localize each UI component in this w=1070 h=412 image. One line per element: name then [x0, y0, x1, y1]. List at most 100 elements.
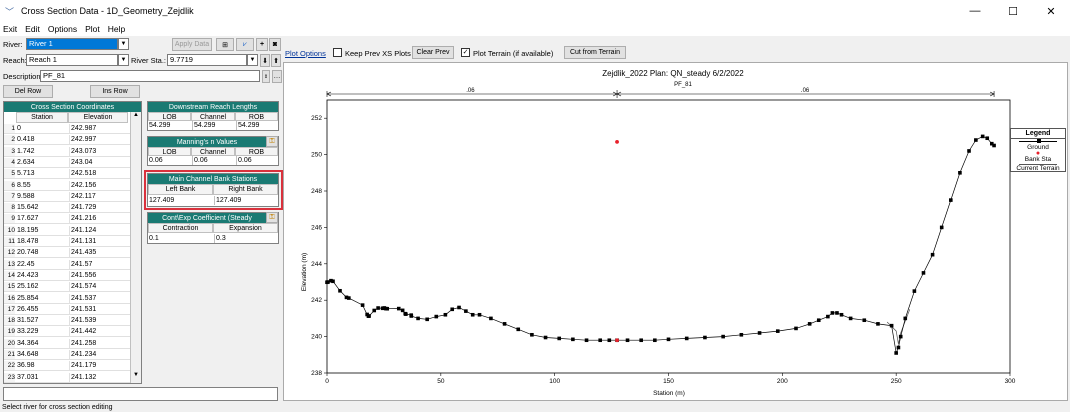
x-tick-label: 50 [437, 378, 445, 385]
description-more-button[interactable]: … [272, 70, 282, 83]
elevation-cell[interactable]: 241.435 [69, 248, 127, 258]
station-cell[interactable]: 22.45 [17, 260, 35, 268]
station-cell[interactable]: 18.478 [17, 238, 39, 245]
river-view-icon[interactable]: ⩗ [236, 38, 254, 51]
next-station-down-icon[interactable]: ⬇ [260, 54, 270, 67]
station-cell[interactable]: 9.588 [17, 192, 35, 200]
ground-point [457, 305, 461, 310]
elevation-cell[interactable]: 241.258 [69, 338, 127, 348]
clear-prev-button[interactable]: Clear Prev [412, 46, 454, 59]
station-cell[interactable]: 15.642 [17, 204, 39, 212]
reach-channel-input[interactable]: 54.299 [192, 121, 234, 130]
elevation-cell[interactable]: 242.997 [69, 135, 127, 145]
elevation-cell[interactable]: 241.574 [69, 282, 127, 292]
station-cell[interactable]: 26.455 [17, 305, 39, 313]
menu-options[interactable]: Options [47, 24, 78, 34]
station-cell[interactable]: 1.742 [17, 147, 35, 155]
elevation-cell[interactable]: 243.04 [69, 157, 127, 167]
plot-options-link[interactable]: Plot Options [285, 49, 326, 58]
station-cell[interactable]: 24.423 [17, 271, 39, 279]
river-sta-select[interactable]: 9.7719 [167, 54, 247, 66]
next-station-up-icon[interactable]: ⬆ [271, 54, 281, 67]
description-input[interactable]: PF_81 [40, 70, 260, 82]
menu-plot[interactable]: Plot [85, 24, 100, 34]
station-cell[interactable]: 0.418 [17, 136, 35, 144]
expansion-input[interactable]: 0.3 [214, 234, 277, 243]
station-cell[interactable]: 18.195 [17, 226, 39, 234]
keep-prev-checkbox[interactable] [333, 48, 342, 57]
camera-icon[interactable]: ◙ [269, 38, 281, 51]
menu-exit[interactable]: Exit [3, 24, 18, 34]
station-cell[interactable]: 5.713 [17, 170, 35, 178]
close-button[interactable]: ✕ [1046, 5, 1056, 18]
elevation-cell[interactable]: 241.442 [69, 327, 127, 337]
station-cell[interactable]: 31.527 [17, 317, 39, 325]
station-cell[interactable]: 34.648 [17, 351, 39, 358]
elevation-cell[interactable]: 242.117 [69, 191, 127, 201]
elevation-cell[interactable]: 241.556 [69, 270, 127, 280]
ins-row-button[interactable]: Ins Row [90, 85, 140, 98]
reach-select[interactable]: Reach 1 [26, 54, 118, 66]
right-bank-input[interactable]: 127.409 [214, 196, 277, 205]
description-spin-icon[interactable]: ⇕ [262, 70, 270, 83]
river-select[interactable]: River 1 [26, 38, 118, 50]
station-cell[interactable]: 34.364 [17, 339, 39, 347]
menu-help[interactable]: Help [107, 24, 126, 34]
station-cell[interactable]: 33.229 [17, 328, 39, 336]
ground-point [826, 314, 830, 319]
elevation-cell[interactable]: 241.132 [69, 372, 127, 382]
mannings-lob-input[interactable]: 0.06 [149, 157, 163, 164]
elevation-cell[interactable]: 241.216 [69, 214, 127, 224]
station-cell[interactable]: 0 [17, 125, 21, 132]
station-cell[interactable]: 37.031 [17, 373, 39, 381]
scroll-up-icon[interactable]: ▲ [133, 112, 139, 118]
maximize-button[interactable]: ☐ [1008, 5, 1018, 18]
river-dropdown-icon[interactable]: ▼ [118, 38, 129, 50]
elevation-cell[interactable]: 241.234 [69, 350, 127, 359]
contraction-input[interactable]: 0.1 [149, 235, 159, 242]
menu-edit[interactable]: Edit [25, 24, 40, 34]
coordinates-scrollbar[interactable]: ▲ ▼ [130, 112, 141, 383]
reach-lob-input[interactable]: 54.299 [149, 122, 171, 129]
station-cell[interactable]: 2.634 [17, 158, 35, 166]
elevation-cell[interactable]: 242.518 [69, 169, 127, 179]
plot-terrain-checkbox[interactable]: ✓ [461, 48, 470, 57]
station-cell[interactable]: 17.627 [17, 215, 39, 223]
row-index: 7 [4, 191, 15, 201]
add-icon[interactable]: + [256, 38, 268, 51]
minimize-button[interactable]: — [969, 5, 981, 17]
station-cell[interactable]: 8.55 [17, 181, 31, 189]
station-cell[interactable]: 25.162 [17, 283, 39, 291]
station-cell[interactable]: 36.98 [17, 362, 35, 370]
cut-from-terrain-button[interactable]: Cut from Terrain [564, 46, 626, 59]
elevation-cell[interactable]: 241.729 [69, 203, 127, 213]
elevation-cell[interactable]: 241.131 [69, 237, 127, 246]
reach-rob-input[interactable]: 54.299 [236, 121, 278, 130]
elevation-cell[interactable]: 243.073 [69, 146, 127, 156]
table-row: 8 15.642 241.729 [4, 202, 130, 214]
left-bank-input[interactable]: 127.409 [149, 197, 175, 204]
reach-dropdown-icon[interactable]: ▼ [118, 54, 129, 66]
river-sta-dropdown-icon[interactable]: ▼ [247, 54, 258, 66]
cont-exp-options-icon[interactable]: ⚿ [266, 212, 278, 223]
ground-point [338, 288, 342, 293]
elevation-cell[interactable]: 242.156 [69, 180, 127, 190]
elevation-cell[interactable]: 242.987 [69, 124, 127, 133]
elevation-cell[interactable]: 241.539 [69, 316, 127, 326]
station-cell[interactable]: 20.748 [17, 249, 39, 257]
elevation-cell[interactable]: 241.531 [69, 304, 127, 314]
reach-view-icon[interactable]: ⊞ [216, 38, 234, 51]
mannings-rob-input[interactable]: 0.06 [236, 156, 278, 165]
scroll-down-icon[interactable]: ▼ [133, 372, 139, 378]
del-row-button[interactable]: Del Row [3, 85, 53, 98]
mannings-channel-input[interactable]: 0.06 [192, 156, 234, 165]
row-index: 18 [4, 316, 15, 326]
station-cell[interactable]: 25.854 [17, 294, 39, 302]
apply-data-button[interactable]: Apply Data [172, 38, 212, 51]
elevation-cell[interactable]: 241.179 [69, 361, 127, 371]
table-row: 15 25.162 241.574 [4, 281, 130, 293]
mannings-options-icon[interactable]: ⚿ [266, 136, 278, 147]
elevation-cell[interactable]: 241.57 [69, 259, 127, 269]
elevation-cell[interactable]: 241.124 [69, 225, 127, 235]
elevation-cell[interactable]: 241.537 [69, 293, 127, 303]
